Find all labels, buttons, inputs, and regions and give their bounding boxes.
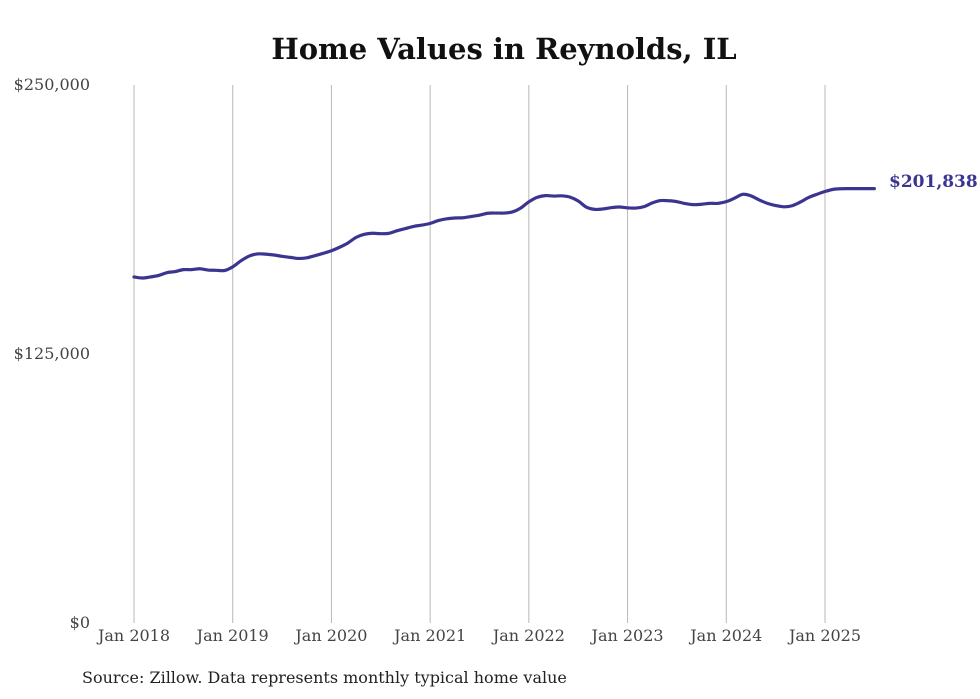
y-axis: $0 $125,000 $250,000 — [14, 75, 90, 632]
y-tick-label: $125,000 — [14, 344, 90, 363]
x-tick-label: Jan 2023 — [590, 626, 664, 645]
last-value-label: $201,838 — [889, 172, 978, 192]
x-gridlines — [133, 85, 826, 623]
home-value-line — [132, 187, 876, 280]
y-tick-label: $250,000 — [14, 75, 90, 94]
x-tick-label: Jan 2018 — [96, 626, 170, 645]
source-note: Source: Zillow. Data represents monthly … — [82, 668, 567, 687]
x-axis: Jan 2018 Jan 2019 Jan 2020 Jan 2021 Jan 2022… — [96, 626, 861, 645]
series-layer — [132, 187, 876, 280]
x-tick-label: Jan 2022 — [491, 626, 565, 645]
x-tick-label: Jan 2025 — [787, 626, 861, 645]
chart-title: Home Values in Reynolds, IL — [271, 32, 736, 66]
x-tick-label: Jan 2024 — [688, 626, 762, 645]
x-tick-label: Jan 2019 — [195, 626, 269, 645]
x-tick-label: Jan 2020 — [293, 626, 367, 645]
x-tick-label: Jan 2021 — [392, 626, 466, 645]
y-tick-label: $0 — [70, 613, 90, 632]
